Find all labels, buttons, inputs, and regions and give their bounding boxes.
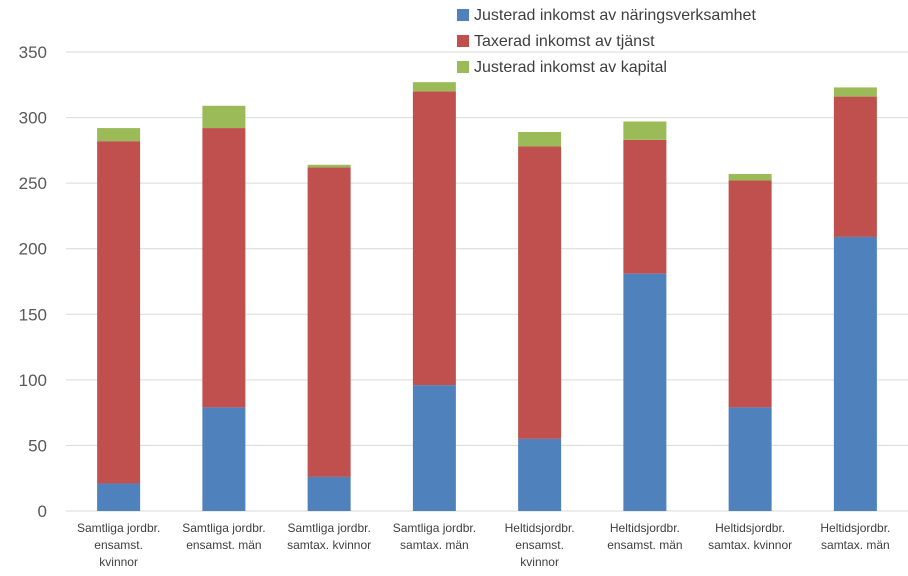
bar-segment <box>833 87 877 97</box>
bar-segment <box>97 141 141 484</box>
y-tick-label: 100 <box>19 371 47 390</box>
y-tick-label: 150 <box>19 305 47 324</box>
bar-segment <box>728 180 772 408</box>
y-tick-label: 250 <box>19 174 47 193</box>
x-category-label: Heltidsjordbr. <box>610 521 680 535</box>
legend-label: Taxerad inkomst av tjänst <box>474 33 655 50</box>
x-category-label: samtax. män <box>400 538 469 552</box>
bar-segment <box>518 146 562 439</box>
x-category-label: Heltidsjordbr. <box>505 521 575 535</box>
bar-segment <box>412 82 456 92</box>
x-category-label: samtax. män <box>821 538 890 552</box>
bar-segment <box>623 121 667 140</box>
bar-segment <box>307 164 351 168</box>
bar-segment <box>307 167 351 477</box>
y-tick-label: 350 <box>19 43 47 62</box>
bar-segment <box>833 96 877 237</box>
y-tick-label: 0 <box>38 502 47 521</box>
x-category-label: ensamst. män <box>186 538 261 552</box>
legend-swatch <box>457 9 469 21</box>
bar-segment <box>623 139 667 274</box>
x-category-label: Samtliga jordbr. <box>287 521 370 535</box>
legend-swatch <box>457 61 469 73</box>
bar-segment <box>202 128 246 408</box>
y-tick-label: 300 <box>19 109 47 128</box>
legend-label: Justerad inkomst av kapital <box>474 59 667 76</box>
y-tick-label: 200 <box>19 240 47 259</box>
bar-segment <box>412 385 456 511</box>
bar-segment <box>518 438 562 511</box>
x-category-label: ensamst. <box>515 538 564 552</box>
bar-segment <box>97 128 141 142</box>
y-axis-tick-labels: 0 50 100 150 200 250 300 350 <box>19 43 47 521</box>
x-axis-category-labels: Samtliga jordbr. ensamst. kvinnor Samtliga … <box>77 521 890 569</box>
legend-swatch <box>457 35 469 47</box>
x-category-label: samtax. kvinnor <box>708 538 792 552</box>
bar-segment <box>728 173 772 181</box>
bar-segment <box>412 91 456 386</box>
x-category-label: Heltidsjordbr. <box>820 521 890 535</box>
x-category-label: Samtliga jordbr. <box>77 521 160 535</box>
bars <box>97 82 877 511</box>
gridlines <box>66 51 908 512</box>
bar-segment <box>833 236 877 511</box>
bar-segment <box>202 407 246 511</box>
x-category-label: ensamst. <box>94 538 143 552</box>
bar-segment <box>202 105 246 129</box>
y-tick-label: 50 <box>28 436 47 455</box>
x-category-label: samtax. kvinnor <box>287 538 371 552</box>
x-category-label: ensamst. män <box>607 538 682 552</box>
bar-segment <box>97 483 141 511</box>
bar-segment <box>728 407 772 511</box>
x-category-label: Heltidsjordbr. <box>715 521 785 535</box>
x-category-label: kvinnor <box>99 555 138 569</box>
bar-segment <box>623 273 667 511</box>
bar-segment <box>307 476 351 511</box>
x-category-label: Samtliga jordbr. <box>182 521 265 535</box>
bar-segment <box>518 131 562 147</box>
legend-label: Justerad inkomst av näringsverksamhet <box>474 7 756 24</box>
x-category-label: kvinnor <box>520 555 559 569</box>
x-category-label: Samtliga jordbr. <box>393 521 476 535</box>
legend: Justerad inkomst av näringsverksamhet Tax… <box>457 7 756 76</box>
